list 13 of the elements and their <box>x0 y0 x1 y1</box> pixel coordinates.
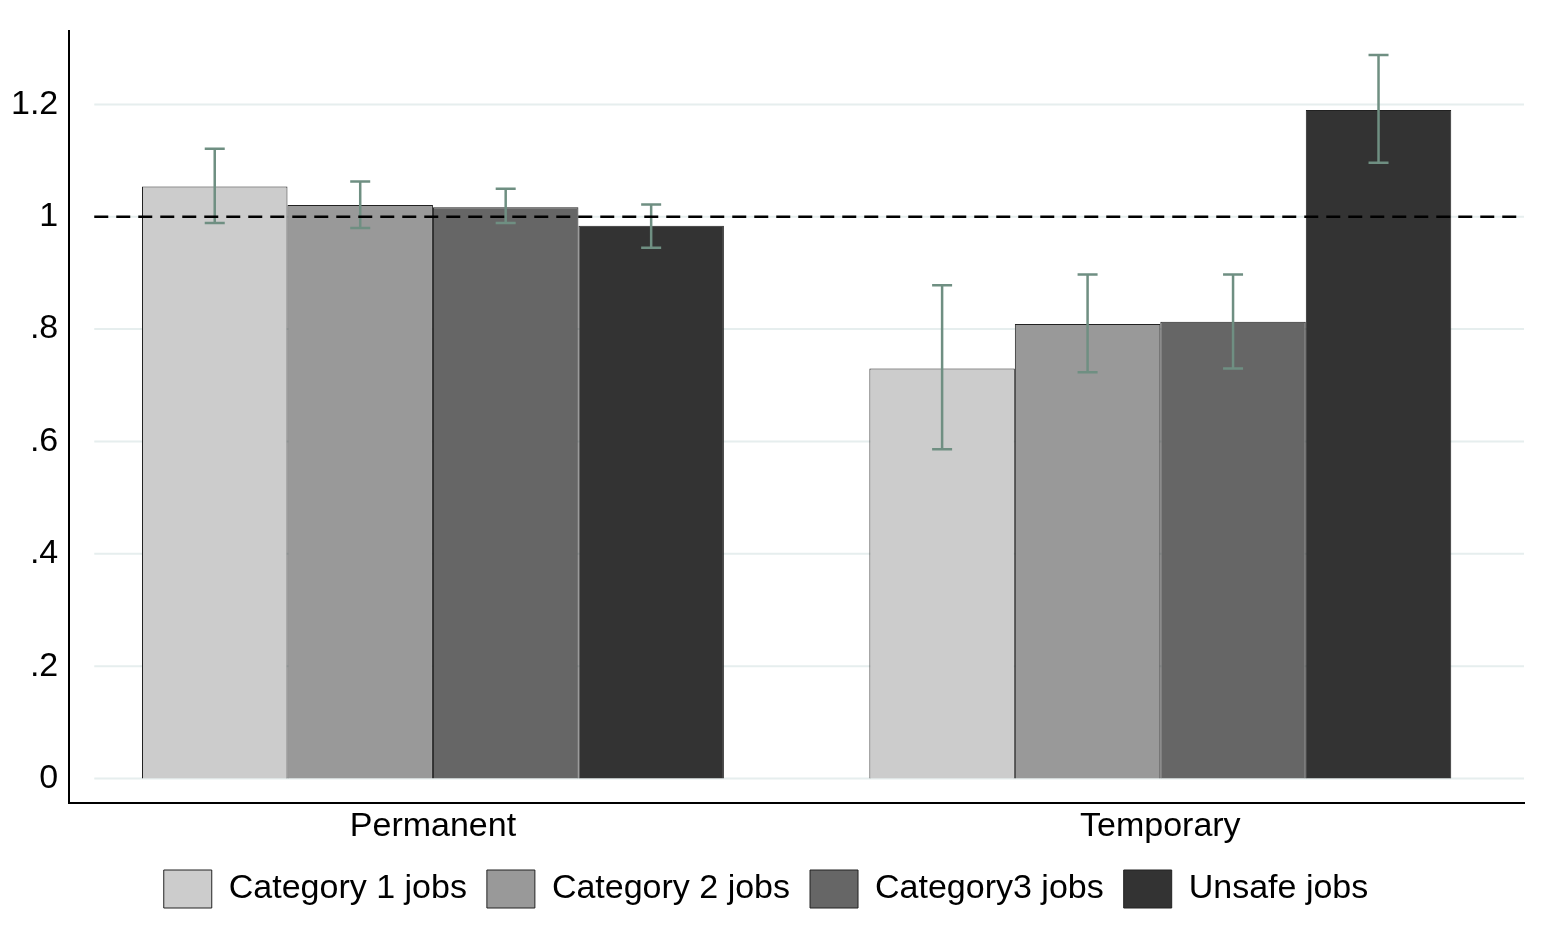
legend-label: Category3 jobs <box>875 867 1104 906</box>
legend-label: Category 2 jobs <box>551 867 791 906</box>
legend-label: Category 1 jobs <box>228 867 467 906</box>
y-tick-label: .6 <box>29 419 59 458</box>
y-tick-label: .2 <box>29 644 59 683</box>
legend-label: Unsafe jobs <box>1188 867 1369 906</box>
y-tick-label: .4 <box>29 532 59 571</box>
y-tick-label: 0 <box>39 756 59 795</box>
x-tick-label: Temporary <box>1080 804 1241 843</box>
y-tick-label: 1.2 <box>11 82 59 121</box>
x-tick-label: Permanent <box>349 804 517 843</box>
y-tick-label: .8 <box>29 307 59 346</box>
y-tick-label: 1 <box>39 195 59 234</box>
